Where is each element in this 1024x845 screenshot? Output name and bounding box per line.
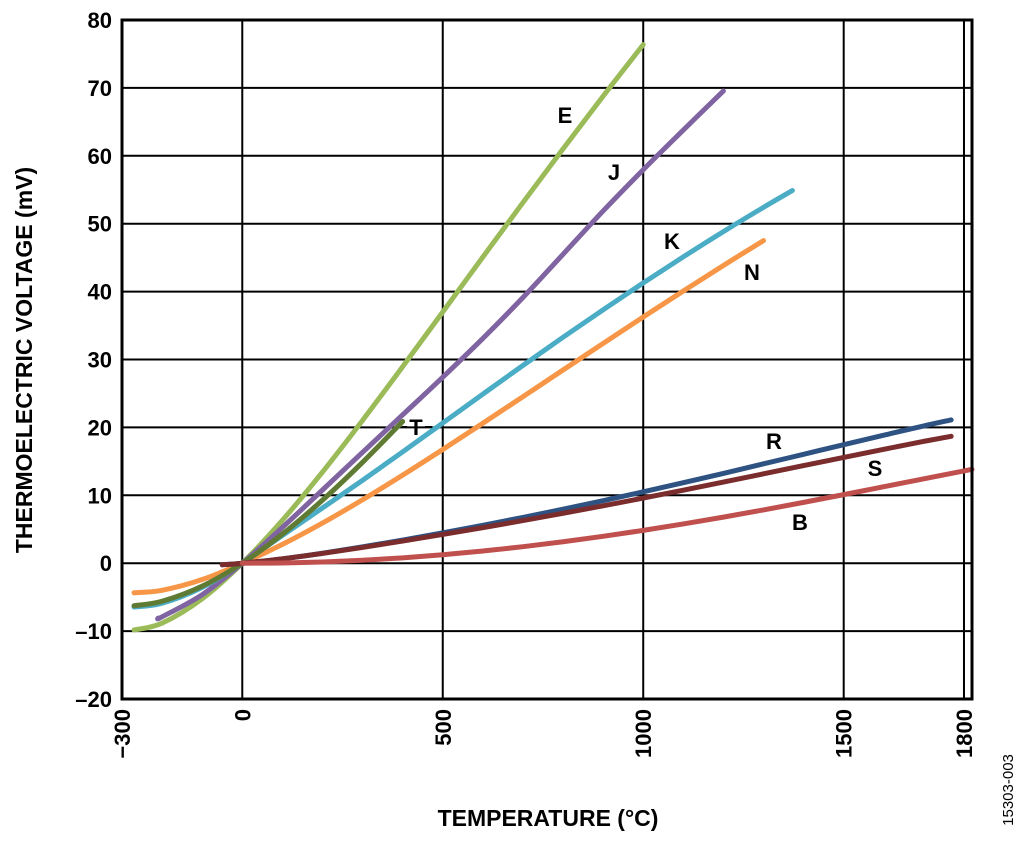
grid xyxy=(121,19,972,700)
series-line-e xyxy=(131,42,646,633)
series-label-k: K xyxy=(664,229,680,254)
y-tick-label: 60 xyxy=(88,144,112,169)
y-tick-label: 0 xyxy=(100,551,112,576)
x-tick-label: 1000 xyxy=(631,709,656,758)
series-line-j xyxy=(155,88,726,622)
y-tick-label: 40 xyxy=(88,280,112,305)
y-tick-label: –20 xyxy=(75,687,112,712)
y-tick-label: 80 xyxy=(88,8,112,33)
figure-id: 15303-003 xyxy=(1000,754,1017,826)
x-tick-labels: −300 0 500 1000 1500 1800 xyxy=(110,709,977,759)
x-tick-label: 0 xyxy=(230,709,255,721)
series-labels: E J K N T R S B xyxy=(402,103,882,535)
x-tick-label: 500 xyxy=(431,709,456,746)
y-tick-labels: 80 70 60 50 40 30 20 10 0 –10 –20 xyxy=(75,8,112,712)
x-tick-label: −300 xyxy=(110,709,135,759)
y-tick-label: 30 xyxy=(88,348,112,373)
series-label-n: N xyxy=(744,260,760,285)
y-tick-label: 20 xyxy=(88,415,112,440)
y-tick-label: –10 xyxy=(75,619,112,644)
y-tick-label: 50 xyxy=(88,212,112,237)
y-tick-label: 70 xyxy=(88,76,112,101)
x-tick-label: 1800 xyxy=(952,709,977,758)
series-line-k xyxy=(131,188,795,610)
series-label-b: B xyxy=(792,510,808,535)
y-axis-label: THERMOELECTRIC VOLTAGE (mV) xyxy=(11,167,37,553)
series-label-t: T xyxy=(409,415,423,440)
x-tick-label: 1500 xyxy=(832,709,857,758)
series-line-b xyxy=(239,466,975,566)
series-label-s: S xyxy=(868,456,883,481)
x-axis-label: TEMPERATURE (°C) xyxy=(438,805,659,831)
series-line-t xyxy=(131,418,406,609)
plot-frame xyxy=(120,18,974,701)
series-line-s xyxy=(219,433,954,568)
series-label-r: R xyxy=(766,429,782,454)
series-lines xyxy=(131,42,975,633)
series-label-j: J xyxy=(608,160,620,185)
series-label-e: E xyxy=(558,103,573,128)
y-tick-label: 10 xyxy=(88,483,112,508)
